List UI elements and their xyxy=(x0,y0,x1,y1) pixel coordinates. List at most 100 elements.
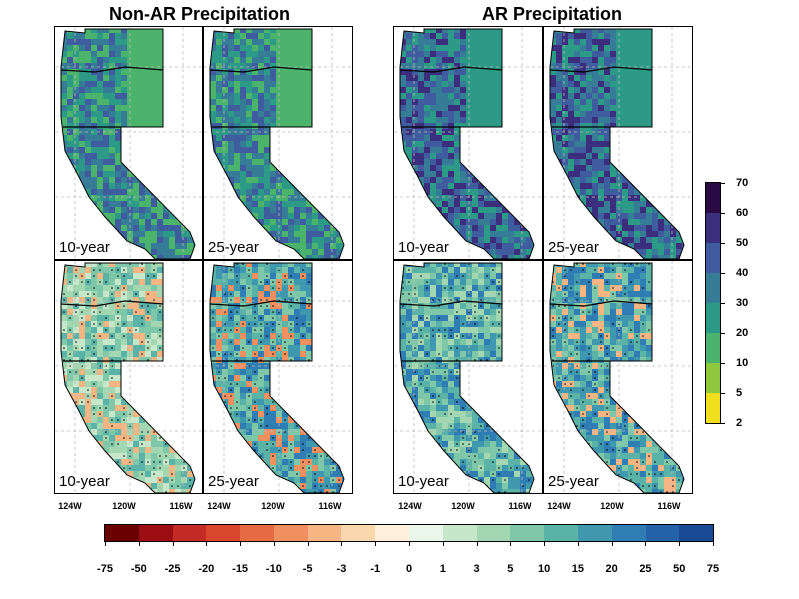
map-surface xyxy=(544,27,692,259)
colorbar-segment xyxy=(409,525,443,541)
colorbar-tick-label: -5 xyxy=(302,563,313,575)
gridded-field xyxy=(61,29,195,259)
colorbar-segment xyxy=(476,525,511,541)
map-panel-ar-25yr-top: 25-year xyxy=(543,26,693,260)
state-border xyxy=(399,300,503,307)
colorbar-segment xyxy=(706,363,720,393)
colorbar-tick-label: -15 xyxy=(232,563,249,575)
colorbar-tick-mark xyxy=(720,393,725,394)
colorbar-segment xyxy=(706,273,720,303)
map-surface xyxy=(55,261,202,493)
colorbar-tick-mark xyxy=(611,541,613,546)
x-tick-label: 120W xyxy=(112,501,136,511)
colorbar-tick-mark xyxy=(341,541,343,546)
colorbar-tick-mark xyxy=(679,541,681,546)
colorbar-segment xyxy=(611,525,646,541)
colorbar-tick-label: 30 xyxy=(736,297,749,309)
gridded-field xyxy=(550,29,684,259)
colorbar-tick-label: 20 xyxy=(736,327,749,339)
colorbar-tick-label: 50 xyxy=(673,563,686,575)
colorbar-tick-mark xyxy=(172,541,174,546)
colorbar-tick-mark xyxy=(206,541,208,546)
colorbar-tick-label: 2 xyxy=(736,417,743,429)
state-border xyxy=(209,66,313,73)
colorbar-tick-label: -10 xyxy=(265,563,282,575)
state-outline xyxy=(399,262,535,493)
state-outline xyxy=(209,262,345,493)
state-outline xyxy=(549,262,685,493)
colorbar-segment xyxy=(240,525,274,541)
colorbar-tick-label: 25 xyxy=(639,563,652,575)
colorbar-tick-label: 5 xyxy=(507,563,514,575)
colorbar-tick-label: 0 xyxy=(405,563,413,575)
x-tick-label: 120W xyxy=(261,501,285,511)
map-panel-nonar-25yr-top: 25-year xyxy=(203,26,353,260)
colorbar-tick-mark xyxy=(720,213,725,214)
gridded-field xyxy=(210,29,344,259)
panel-label: 25-year xyxy=(208,473,259,490)
colorbar-tick-label: 60 xyxy=(736,207,749,219)
map-surface xyxy=(394,27,542,259)
colorbar-tick-label: 40 xyxy=(736,267,749,279)
colorbar-tick-mark xyxy=(713,541,714,546)
colorbar-tick-label: 10 xyxy=(736,357,749,369)
colorbar-tick-mark xyxy=(510,541,512,546)
colorbar-tick-label: 70 xyxy=(736,177,749,189)
state-border xyxy=(549,66,653,73)
colorbar-tick-label: 10 xyxy=(537,563,551,575)
colorbar-tick-label: -50 xyxy=(130,563,147,575)
x-tick-label: 120W xyxy=(600,501,624,511)
colorbar-tick-label: 5 xyxy=(736,387,743,399)
gridded-field xyxy=(400,263,534,493)
colorbar-segment xyxy=(706,243,720,273)
state-border xyxy=(60,66,164,73)
colorbar-tick-mark xyxy=(720,423,725,424)
colorbar-tick-label: -20 xyxy=(198,563,215,575)
map-panel-nonar-10yr-top: 10-year xyxy=(54,26,203,260)
colorbar-tick-label: 75 xyxy=(706,563,720,575)
colorbar-tick-mark xyxy=(273,541,275,546)
map-panel-nonar-25yr-bottom: 25-year xyxy=(203,260,353,494)
colorbar-segment xyxy=(544,525,578,541)
colorbar-segment xyxy=(341,525,376,541)
colorbar-segment xyxy=(706,333,720,363)
colorbar-tick-mark xyxy=(105,541,106,546)
colorbar-segment xyxy=(706,303,720,333)
state-outline xyxy=(60,28,196,259)
x-tick-label: 124W xyxy=(547,501,571,511)
colorbar-segment xyxy=(706,183,720,213)
colorbar-segment xyxy=(375,525,410,541)
colorbar-tick-label: -75 xyxy=(97,563,113,575)
title-non-ar: Non-AR Precipitation xyxy=(109,4,291,24)
colorbar-segment xyxy=(577,525,612,541)
colorbar-tick-label: -1 xyxy=(370,563,381,575)
colorbar-tick-mark xyxy=(138,541,140,546)
colorbar-segment xyxy=(172,525,207,541)
colorbar-tick-mark xyxy=(720,243,725,244)
colorbar-segment xyxy=(679,525,714,541)
map-surface xyxy=(204,261,352,493)
state-border xyxy=(549,300,653,307)
colorbar-segment xyxy=(206,525,241,541)
colorbar-tick-mark xyxy=(375,541,377,546)
state-border xyxy=(399,66,503,73)
precip-colorbar xyxy=(705,182,721,424)
gridded-field xyxy=(61,263,195,493)
panel-label: 10-year xyxy=(59,473,110,490)
state-outline xyxy=(60,262,196,493)
x-tick-label: 124W xyxy=(207,501,231,511)
panel-label: 25-year xyxy=(548,239,599,256)
colorbar-tick-mark xyxy=(544,541,546,546)
title-ar: AR Precipitation xyxy=(482,4,623,24)
colorbar-tick-mark xyxy=(307,541,309,546)
map-surface xyxy=(55,27,202,259)
map-panel-ar-25yr-bottom: 25-year xyxy=(543,260,693,494)
colorbar-tick-mark xyxy=(720,363,725,364)
panel-label: 25-year xyxy=(548,473,599,490)
gridded-field xyxy=(400,29,534,259)
map-panel-ar-10yr-bottom: 10-year xyxy=(393,260,543,494)
colorbar-tick-mark xyxy=(720,273,725,274)
colorbar-tick-mark xyxy=(645,541,647,546)
state-border xyxy=(209,300,313,307)
map-surface xyxy=(394,261,542,493)
